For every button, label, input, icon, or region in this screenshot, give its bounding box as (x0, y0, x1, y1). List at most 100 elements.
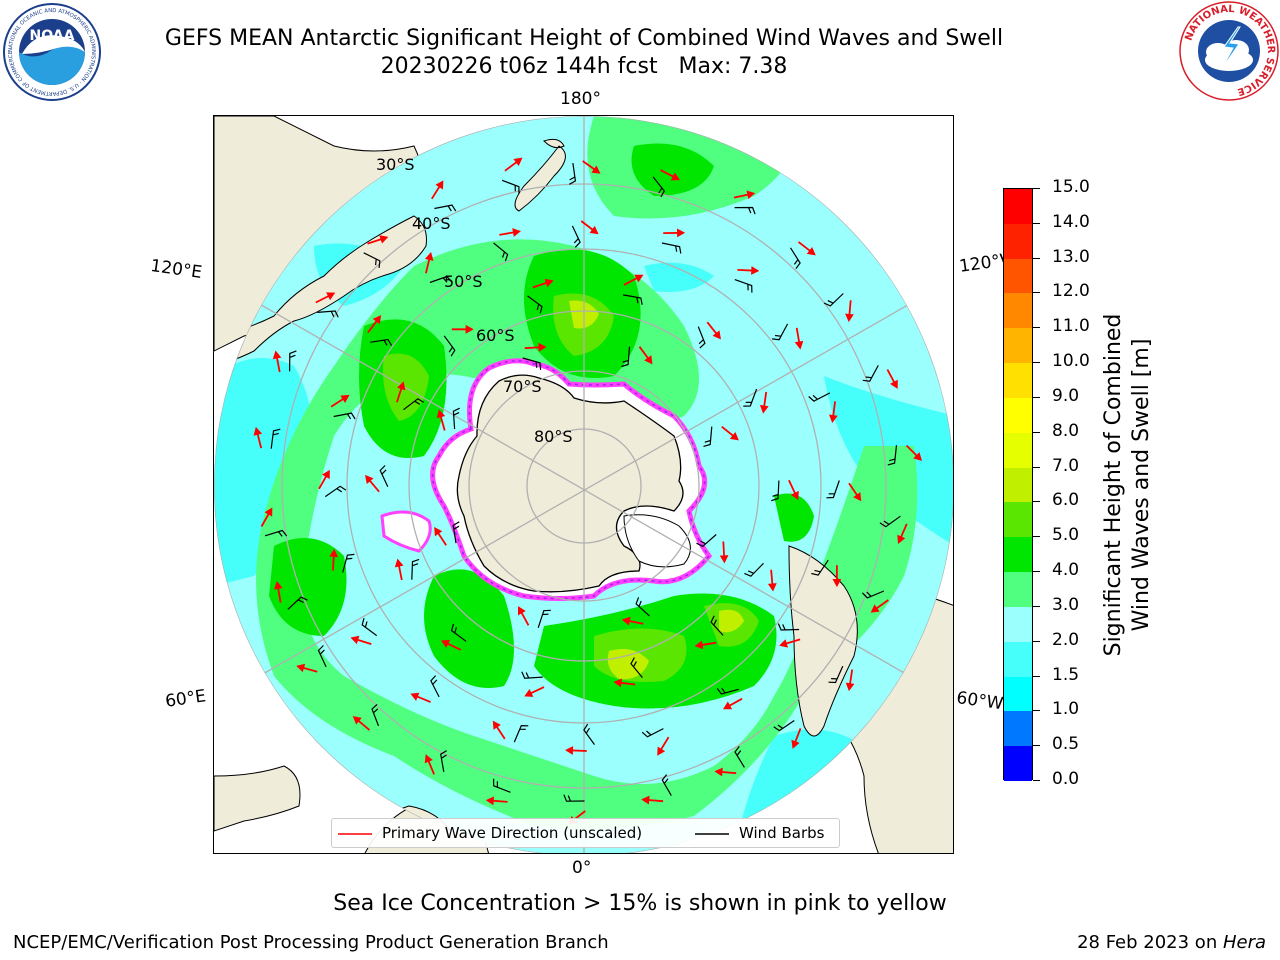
wind-barb (493, 778, 511, 793)
wave-arrow-head (272, 350, 282, 360)
south-america (788, 545, 858, 737)
wind-barb (324, 485, 347, 498)
wave-arrow-head (565, 746, 574, 755)
wave-arrow-head (829, 414, 838, 424)
wave-arrow-head (372, 315, 382, 325)
lon-label-upper-left: 120°E (149, 256, 204, 284)
wave-arrow-head (644, 355, 653, 365)
wind-barb (264, 529, 288, 537)
wind-barb (363, 252, 381, 268)
wave-arrow-head (621, 616, 631, 626)
wave-arrow-head (759, 404, 769, 414)
lat-label: 40°S (412, 214, 451, 233)
wind-barb (527, 295, 543, 314)
wind-barb (370, 338, 393, 346)
wave-arrow-head (845, 682, 855, 692)
wave-arrow-head (591, 165, 601, 174)
wave-arrow-head (853, 492, 862, 502)
wave-arrow-head (492, 720, 501, 730)
colorbar-tick-label: 4.0 (1052, 560, 1080, 581)
wind-barb (379, 465, 389, 488)
wave-arrow-head (512, 228, 521, 237)
wind-barb (537, 609, 551, 628)
legend-wave-direction: Primary Wave Direction (unscaled) (382, 824, 643, 842)
wave-arrow-head (364, 474, 374, 484)
wind-barb (522, 357, 542, 370)
wave-arrow-head (719, 555, 729, 564)
wind-barb (583, 723, 595, 745)
lon-label-lower-right: 60°W (955, 688, 1005, 715)
lat-label: 70°S (503, 377, 542, 396)
colorbar-segment (1004, 746, 1032, 781)
wind-barb (696, 534, 717, 548)
svg-text:NOAA: NOAA (30, 28, 75, 44)
wind-barb (661, 242, 682, 254)
graticule (214, 116, 953, 853)
wind-barb (289, 350, 297, 372)
wave-arrow-head (538, 342, 547, 352)
wave-arrow-head (694, 640, 704, 650)
wind-barb (571, 225, 581, 248)
wave-arrow-head (845, 313, 854, 323)
latitude-labels: 30°S 40°S 50°S 60°S 70°S 80°S (376, 155, 573, 446)
colorbar-segment (1004, 432, 1032, 468)
colorbar-tick-label: 12.0 (1052, 281, 1090, 302)
ice-shelf (623, 514, 691, 568)
wind-barb (826, 480, 840, 499)
colorbar-tick-label: 1.5 (1052, 664, 1080, 685)
colorbar-tick-label: 15.0 (1052, 177, 1090, 197)
colorbar-tick (1033, 222, 1040, 224)
wave-arrow-head (524, 688, 534, 697)
wave-arrow-head (434, 527, 443, 537)
lat-label: 30°S (376, 155, 415, 174)
wind-barb (287, 596, 308, 610)
wind-barb (569, 163, 577, 185)
colorbar-segment (1004, 363, 1032, 398)
wave-arrow-head (517, 606, 526, 616)
plot-subtitle: 20230226 t06z 144h fcst Max: 7.38 (380, 54, 788, 79)
wind-barb (521, 671, 543, 679)
colorbar-tick-label: 9.0 (1052, 385, 1080, 406)
colorbar-tick (1033, 188, 1040, 189)
sea-ice-note: Sea Ice Concentration > 15% is shown in … (333, 891, 947, 916)
colorbar-segment (1004, 572, 1032, 607)
wave-arrow-head (273, 580, 283, 590)
wave-arrow-head (465, 324, 474, 334)
colorbar-tick (1033, 605, 1040, 607)
colorbar-tick-label: 5.0 (1052, 525, 1080, 546)
wind-barb (828, 665, 844, 684)
wave-arrow-head (714, 767, 723, 777)
colorbar-tick-label: 7.0 (1052, 455, 1080, 476)
wind-barb (317, 310, 339, 318)
colorbar-tick (1033, 431, 1040, 433)
colorbar-tick (1033, 257, 1040, 259)
wind-barb (270, 428, 281, 449)
wind-barb (773, 720, 795, 732)
wind-barb (411, 558, 420, 580)
colorbar-tick (1033, 536, 1040, 538)
wave-arrow-head (264, 507, 273, 517)
wind-barb (777, 623, 800, 631)
wind-barb (429, 275, 452, 284)
colorbar-tick-label: 10.0 (1052, 351, 1090, 372)
wave-arrow-head (589, 225, 599, 235)
wind-barbs (264, 163, 901, 802)
colorbar-tick (1033, 396, 1040, 398)
wave-arrow-head (436, 409, 446, 419)
wave-arrow-head (767, 583, 777, 592)
wind-barb (434, 204, 457, 212)
wind-barb (333, 412, 356, 420)
colorbar-segment (1004, 606, 1032, 642)
wave-arrow-head (397, 381, 406, 391)
wind-barb (772, 323, 789, 341)
colorbar-segment (1004, 711, 1032, 747)
wave-arrow-head (253, 426, 263, 436)
colorbar-tick-label: 6.0 (1052, 490, 1080, 511)
wave-arrow-head (790, 490, 799, 501)
wave-arrow-head (326, 292, 336, 301)
wind-barb (862, 365, 879, 382)
wave-arrow-head (897, 534, 906, 544)
wind-barb (734, 746, 745, 768)
wind-barb (887, 445, 898, 466)
wind-barb (443, 335, 456, 357)
